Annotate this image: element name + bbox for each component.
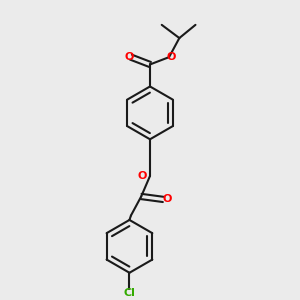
Text: Cl: Cl <box>124 288 135 298</box>
Text: O: O <box>137 171 146 181</box>
Text: O: O <box>167 52 176 62</box>
Text: O: O <box>125 52 134 62</box>
Text: O: O <box>163 194 172 204</box>
